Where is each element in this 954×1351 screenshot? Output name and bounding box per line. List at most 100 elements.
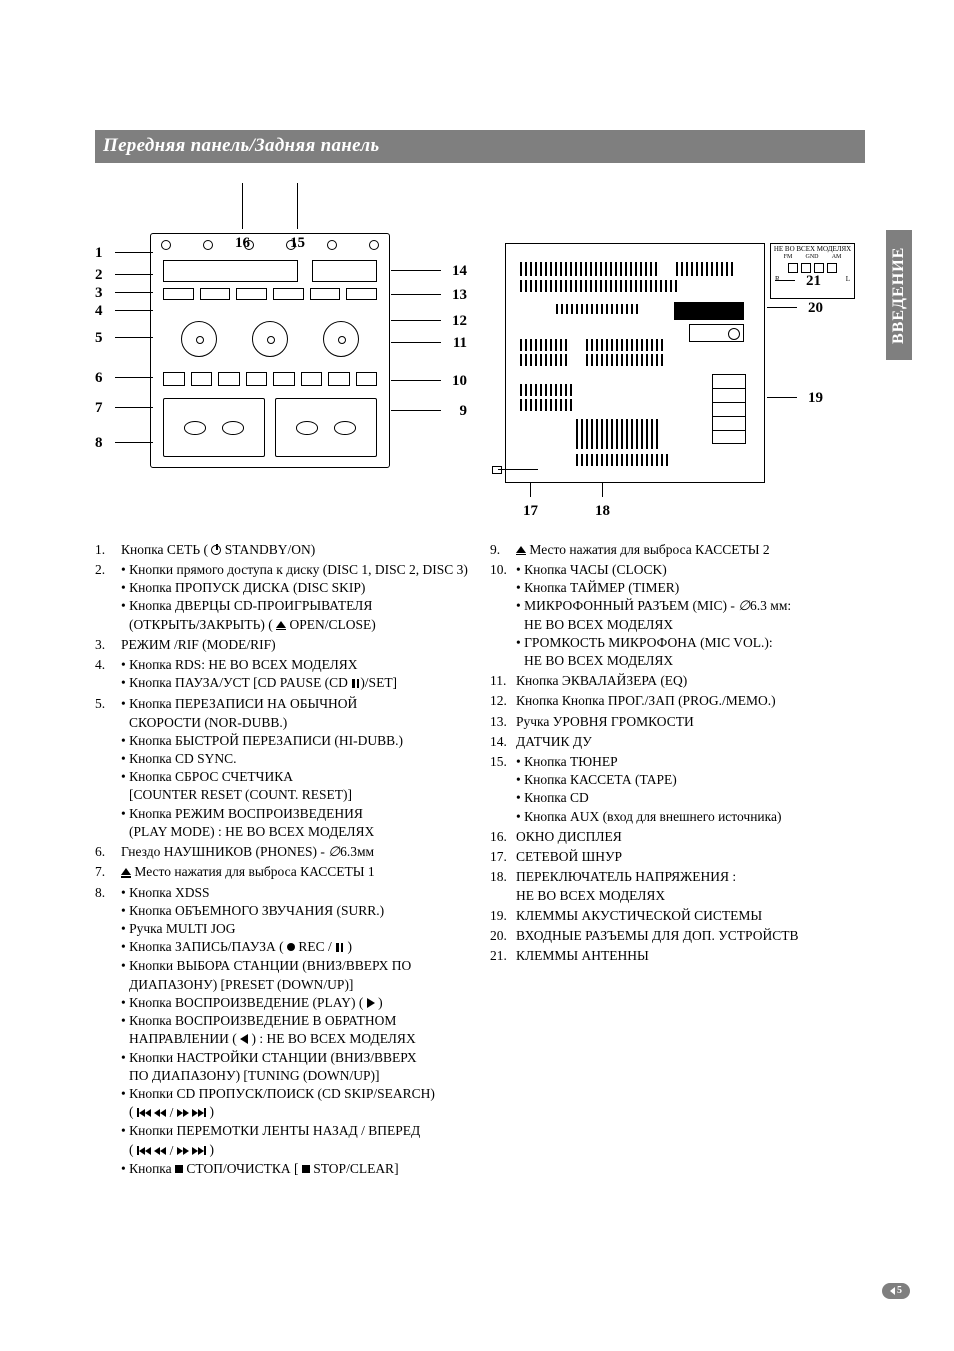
eject-icon <box>516 546 526 553</box>
entry-body: • Кнопка XDSS• Кнопка ОБЪЕМНОГО ЗВУЧАНИЯ… <box>121 884 470 1179</box>
entry-line: СЕТЕВОЙ ШНУР <box>516 848 865 866</box>
list-entry: 18.ПЕРЕКЛЮЧАТЕЛЬ НАПРЯЖЕНИЯ :НЕ ВО ВСЕХ … <box>490 868 865 904</box>
entry-body: Ручка УРОВНЯ ГРОМКОСТИ <box>516 713 865 731</box>
entry-number: 21. <box>490 947 516 965</box>
entry-line: • Кнопка ОБЪЕМНОГО ЗВУЧАНИЯ (SURR.) <box>121 902 470 920</box>
entry-number: 20. <box>490 927 516 945</box>
entry-line: ПО ДИАПАЗОНУ) [TUNING (DOWN/UP)] <box>121 1067 470 1085</box>
entry-line: • ГРОМКОСТЬ МИКРОФОНА (MIC VOL.): <box>516 634 865 652</box>
entry-line: ДИАПАЗОНУ) [PRESET (DOWN/UP)] <box>121 976 470 994</box>
play-icon <box>367 998 375 1008</box>
entry-number: 6. <box>95 843 121 861</box>
list-entry: 7. Место нажатия для выброса КАССЕТЫ 1 <box>95 863 470 881</box>
entry-line: • Кнопка ДВЕРЦЫ CD-ПРОИГРЫВАТЕЛЯ <box>121 597 470 615</box>
entry-line: Место нажатия для выброса КАССЕТЫ 1 <box>121 863 470 881</box>
entry-number: 15. <box>490 753 516 826</box>
entry-line: Гнездо НАУШНИКОВ (PHONES) - ∅6.3мм <box>121 843 470 861</box>
entry-body: Гнездо НАУШНИКОВ (PHONES) - ∅6.3мм <box>121 843 470 861</box>
entry-line: НЕ ВО ВСЕХ МОДЕЛЯХ <box>516 616 865 634</box>
entry-number: 11. <box>490 672 516 690</box>
entry-line: Ручка УРОВНЯ ГРОМКОСТИ <box>516 713 865 731</box>
entry-line: • Кнопка CD SYNC. <box>121 750 470 768</box>
entry-line: (ОТКРЫТЬ/ЗАКРЫТЬ) ( OPEN/CLOSE) <box>121 616 470 634</box>
section-title: Передняя панель/Задняя панель <box>95 130 865 163</box>
entry-line: • Кнопки ВЫБОРА СТАНЦИИ (ВНИЗ/ВВЕРХ ПО <box>121 957 470 975</box>
entry-line: • Кнопки ПЕРЕМОТКИ ЛЕНТЫ НАЗАД / ВПЕРЕД <box>121 1122 470 1140</box>
list-entry: 13.Ручка УРОВНЯ ГРОМКОСТИ <box>490 713 865 731</box>
list-entry: 20.ВХОДНЫЕ РАЗЪЕМЫ ДЛЯ ДОП. УСТРОЙСТВ <box>490 927 865 945</box>
entry-body: КЛЕММЫ АНТЕННЫ <box>516 947 865 965</box>
entry-line: НАПРАВЛЕНИИ ( ) : НЕ ВО ВСЕХ МОДЕЛЯХ <box>121 1030 470 1048</box>
entry-line: (PLAY MODE) : НЕ ВО ВСЕХ МОДЕЛЯХ <box>121 823 470 841</box>
entry-line: • Кнопка XDSS <box>121 884 470 902</box>
entry-body: • Кнопка RDS: НЕ ВО ВСЕХ МОДЕЛЯХ• Кнопка… <box>121 656 470 693</box>
list-entry: 3.РЕЖИМ /RIF (MODE/RIF) <box>95 636 470 654</box>
entry-line: • Кнопка ВОСПРОИЗВЕДЕНИЕ (PLAY) ( ) <box>121 994 470 1012</box>
entry-line: • Кнопка СБРОС СЧЕТЧИКА <box>121 768 470 786</box>
entry-number: 2. <box>95 561 121 634</box>
entry-body: • Кнопка ЧАСЫ (CLOCK)• Кнопка ТАЙМЕР (TI… <box>516 561 865 670</box>
description-columns: 1.Кнопка СЕТЬ ( STANDBY/ON) 2.• Кнопки пр… <box>95 541 865 1180</box>
entry-line: ( / ) <box>121 1141 470 1160</box>
rear-panel-illustration <box>505 243 765 483</box>
entry-body: ВХОДНЫЕ РАЗЪЕМЫ ДЛЯ ДОП. УСТРОЙСТВ <box>516 927 865 945</box>
list-entry: 4.• Кнопка RDS: НЕ ВО ВСЕХ МОДЕЛЯХ• Кноп… <box>95 656 470 693</box>
entry-line: • Кнопка RDS: НЕ ВО ВСЕХ МОДЕЛЯХ <box>121 656 470 674</box>
entry-line: РЕЖИМ /RIF (MODE/RIF) <box>121 636 470 654</box>
page-number-pill: 5 <box>882 1283 910 1299</box>
entry-number: 4. <box>95 656 121 693</box>
entry-line: КЛЕММЫ АКУСТИЧЕСКОЙ СИСТЕМЫ <box>516 907 865 925</box>
entry-line: • Кнопка ПЕРЕЗАПИСИ НА ОБЫЧНОЙ <box>121 695 470 713</box>
entry-line: • Кнопка CD <box>516 789 865 807</box>
entry-line: • Кнопки CD ПРОПУСК/ПОИСК (CD SKIP/SEARC… <box>121 1085 470 1103</box>
entry-line: ВХОДНЫЕ РАЗЪЕМЫ ДЛЯ ДОП. УСТРОЙСТВ <box>516 927 865 945</box>
entry-number: 9. <box>490 541 516 559</box>
entry-line: КЛЕММЫ АНТЕННЫ <box>516 947 865 965</box>
entry-body: • Кнопка ПЕРЕЗАПИСИ НА ОБЫЧНОЙСКОРОСТИ (… <box>121 695 470 841</box>
entry-body: ОКНО ДИСПЛЕЯ <box>516 828 865 846</box>
entry-line: ПЕРЕКЛЮЧАТЕЛЬ НАПРЯЖЕНИЯ : <box>516 868 865 886</box>
stop-icon <box>302 1165 310 1173</box>
entry-body: Место нажатия для выброса КАССЕТЫ 1 <box>121 863 470 881</box>
entry-line: НЕ ВО ВСЕХ МОДЕЛЯХ <box>516 887 865 905</box>
entry-line: ДАТЧИК ДУ <box>516 733 865 751</box>
entry-number: 8. <box>95 884 121 1179</box>
list-entry: 10.• Кнопка ЧАСЫ (CLOCK)• Кнопка ТАЙМЕР … <box>490 561 865 670</box>
list-entry: 19.КЛЕММЫ АКУСТИЧЕСКОЙ СИСТЕМЫ <box>490 907 865 925</box>
entry-line: НЕ ВО ВСЕХ МОДЕЛЯХ <box>516 652 865 670</box>
entry-line: • МИКРОФОННЫЙ РАЗЪЕМ (MIC) - ∅6.3 мм: <box>516 597 865 615</box>
power-icon <box>211 545 221 555</box>
entry-line: • Кнопки прямого доступа к диску (DISC 1… <box>121 561 470 579</box>
entry-body: КЛЕММЫ АКУСТИЧЕСКОЙ СИСТЕМЫ <box>516 907 865 925</box>
eject-icon <box>121 868 131 875</box>
entry-number: 13. <box>490 713 516 731</box>
play-reverse-icon <box>240 1034 248 1044</box>
entry-number: 7. <box>95 863 121 881</box>
entry-line: СКОРОСТИ (NOR-DUBB.) <box>121 714 470 732</box>
entry-body: Кнопка ЭКВАЛАЙЗЕРА (EQ) <box>516 672 865 690</box>
entry-body: Кнопка Кнопка ПРОГ./ЗАП (PROG./MEMO.) <box>516 692 865 710</box>
front-panel-illustration <box>150 233 390 468</box>
stop-icon <box>175 1165 183 1173</box>
entry-line: • Кнопка ПАУЗА/УСТ [CD PAUSE (CD )/SET] <box>121 674 470 693</box>
skip-search-icon: / <box>137 1104 206 1122</box>
entry-line: • Кнопка ТЮНЕР <box>516 753 865 771</box>
entry-line: • Кнопка ТАЙМЕР (TIMER) <box>516 579 865 597</box>
list-entry: 12.Кнопка Кнопка ПРОГ./ЗАП (PROG./MEMO.) <box>490 692 865 710</box>
list-entry: 16.ОКНО ДИСПЛЕЯ <box>490 828 865 846</box>
list-entry: 21.КЛЕММЫ АНТЕННЫ <box>490 947 865 965</box>
entry-line: ОКНО ДИСПЛЕЯ <box>516 828 865 846</box>
entry-line: Место нажатия для выброса КАССЕТЫ 2 <box>516 541 865 559</box>
entry-body: ПЕРЕКЛЮЧАТЕЛЬ НАПРЯЖЕНИЯ :НЕ ВО ВСЕХ МОД… <box>516 868 865 904</box>
entry-line: • Кнопка ПРОПУСК ДИСКА (DISC SKIP) <box>121 579 470 597</box>
right-column: 9. Место нажатия для выброса КАССЕТЫ 2 10… <box>490 541 865 1180</box>
list-entry: 1.Кнопка СЕТЬ ( STANDBY/ON) <box>95 541 470 559</box>
entry-number: 3. <box>95 636 121 654</box>
entry-body: ДАТЧИК ДУ <box>516 733 865 751</box>
front-panel-diagram: 1 2 3 4 5 6 7 8 14 13 12 11 10 9 16 15 <box>95 183 465 523</box>
entry-number: 19. <box>490 907 516 925</box>
page-number: 5 <box>897 1284 902 1298</box>
left-column: 1.Кнопка СЕТЬ ( STANDBY/ON) 2.• Кнопки пр… <box>95 541 470 1180</box>
entry-number: 1. <box>95 541 121 559</box>
list-entry: 5.• Кнопка ПЕРЕЗАПИСИ НА ОБЫЧНОЙСКОРОСТИ… <box>95 695 470 841</box>
